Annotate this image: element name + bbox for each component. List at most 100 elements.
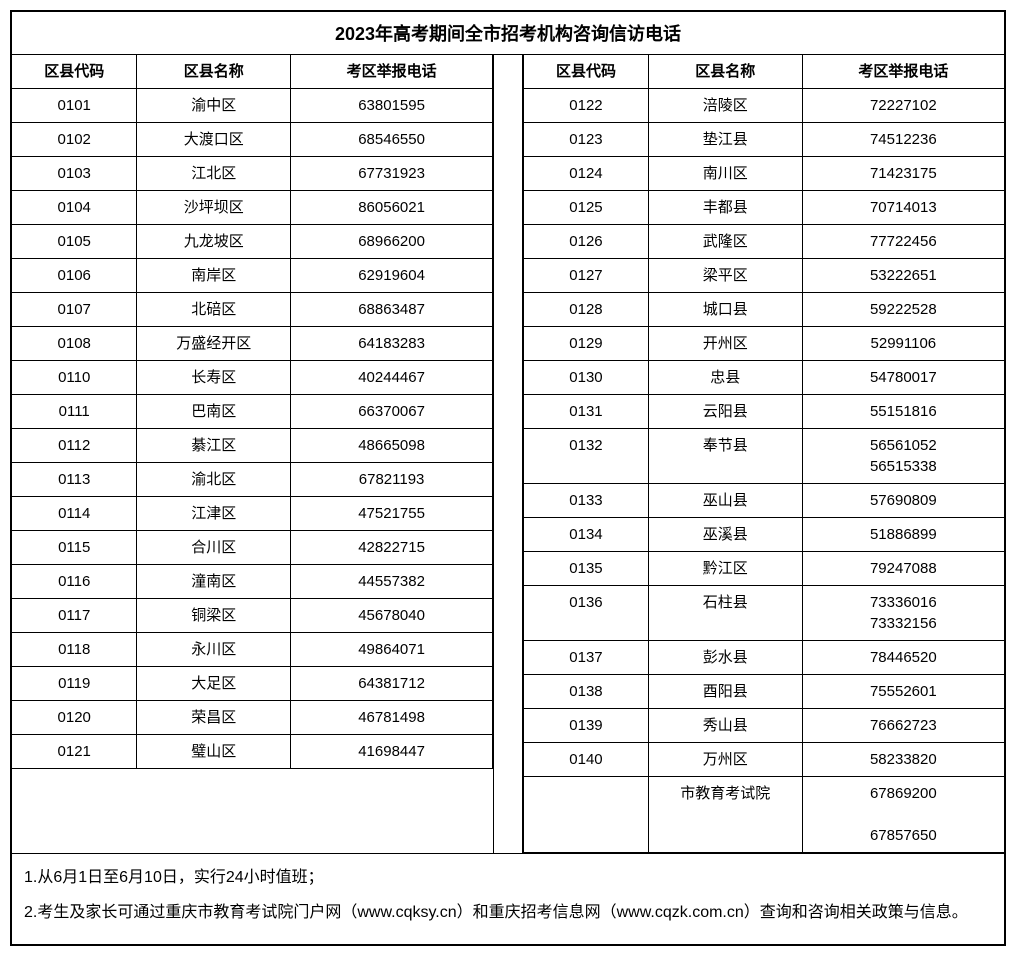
right-table-section: 区县代码 区县名称 考区举报电话 0122涪陵区722271020123垫江县7… — [523, 55, 1004, 853]
left-table-body: 0101渝中区638015950102大渡口区685465500103江北区67… — [12, 89, 493, 769]
cell-code: 0114 — [12, 497, 137, 531]
cell-phone: 58233820 — [802, 743, 1004, 777]
table-row: 0132奉节县56561052 56515338 — [524, 429, 1005, 484]
cell-code: 0135 — [524, 552, 649, 586]
cell-phone: 71423175 — [802, 157, 1004, 191]
cell-phone: 57690809 — [802, 484, 1004, 518]
cell-phone: 64183283 — [291, 327, 493, 361]
cell-name: 荣昌区 — [137, 701, 291, 735]
cell-code: 0127 — [524, 259, 649, 293]
header-phone-right: 考区举报电话 — [802, 55, 1004, 89]
cell-code: 0113 — [12, 463, 137, 497]
cell-code: 0123 — [524, 123, 649, 157]
cell-name: 大渡口区 — [137, 123, 291, 157]
cell-phone: 62919604 — [291, 259, 493, 293]
cell-code: 0125 — [524, 191, 649, 225]
left-table-section: 区县代码 区县名称 考区举报电话 0101渝中区638015950102大渡口区… — [12, 55, 493, 853]
cell-name: 长寿区 — [137, 361, 291, 395]
cell-name: 万盛经开区 — [137, 327, 291, 361]
cell-phone: 59222528 — [802, 293, 1004, 327]
cell-code: 0107 — [12, 293, 137, 327]
cell-code: 0105 — [12, 225, 137, 259]
cell-code: 0128 — [524, 293, 649, 327]
cell-phone: 67731923 — [291, 157, 493, 191]
cell-name: 铜梁区 — [137, 599, 291, 633]
cell-name: 渝中区 — [137, 89, 291, 123]
table-row: 0101渝中区63801595 — [12, 89, 493, 123]
cell-code: 0116 — [12, 565, 137, 599]
cell-phone: 48665098 — [291, 429, 493, 463]
cell-phone: 68863487 — [291, 293, 493, 327]
cell-name: 市教育考试院 — [648, 777, 802, 853]
table-row: 0114江津区47521755 — [12, 497, 493, 531]
cell-code: 0108 — [12, 327, 137, 361]
table-row: 0105九龙坡区68966200 — [12, 225, 493, 259]
cell-name: 城口县 — [648, 293, 802, 327]
cell-phone: 75552601 — [802, 675, 1004, 709]
table-row: 0125丰都县70714013 — [524, 191, 1005, 225]
table-row: 0138酉阳县75552601 — [524, 675, 1005, 709]
cell-code: 0121 — [12, 735, 137, 769]
cell-phone: 40244467 — [291, 361, 493, 395]
document-container: 2023年高考期间全市招考机构咨询信访电话 区县代码 区县名称 考区举报电话 0… — [10, 10, 1006, 946]
table-row: 0115合川区42822715 — [12, 531, 493, 565]
cell-name: 南川区 — [648, 157, 802, 191]
cell-name: 云阳县 — [648, 395, 802, 429]
cell-phone: 47521755 — [291, 497, 493, 531]
cell-name: 璧山区 — [137, 735, 291, 769]
cell-phone: 73336016 73332156 — [802, 586, 1004, 641]
header-name-left: 区县名称 — [137, 55, 291, 89]
cell-phone: 45678040 — [291, 599, 493, 633]
table-row: 0121璧山区41698447 — [12, 735, 493, 769]
cell-code: 0122 — [524, 89, 649, 123]
cell-name: 合川区 — [137, 531, 291, 565]
cell-phone: 67821193 — [291, 463, 493, 497]
cell-code: 0133 — [524, 484, 649, 518]
table-row: 0127梁平区53222651 — [524, 259, 1005, 293]
cell-code: 0119 — [12, 667, 137, 701]
cell-code: 0112 — [12, 429, 137, 463]
cell-code: 0101 — [12, 89, 137, 123]
cell-code: 0115 — [12, 531, 137, 565]
cell-phone: 41698447 — [291, 735, 493, 769]
cell-name: 江津区 — [137, 497, 291, 531]
cell-phone: 77722456 — [802, 225, 1004, 259]
table-row: 0123垫江县74512236 — [524, 123, 1005, 157]
table-header-row: 区县代码 区县名称 考区举报电话 — [524, 55, 1005, 89]
cell-name: 石柱县 — [648, 586, 802, 641]
table-separator — [493, 55, 523, 853]
cell-name: 武隆区 — [648, 225, 802, 259]
cell-code: 0136 — [524, 586, 649, 641]
notes-section: 1.从6月1日至6月10日，实行24小时值班； 2.考生及家长可通过重庆市教育考… — [12, 853, 1004, 944]
cell-name: 永川区 — [137, 633, 291, 667]
cell-name: 秀山县 — [648, 709, 802, 743]
cell-name: 江北区 — [137, 157, 291, 191]
right-table-body: 0122涪陵区722271020123垫江县745122360124南川区714… — [524, 89, 1005, 853]
table-row: 0120荣昌区46781498 — [12, 701, 493, 735]
cell-phone: 53222651 — [802, 259, 1004, 293]
cell-code: 0138 — [524, 675, 649, 709]
table-row: 0130忠县54780017 — [524, 361, 1005, 395]
cell-phone: 54780017 — [802, 361, 1004, 395]
cell-name: 黔江区 — [648, 552, 802, 586]
cell-code: 0120 — [12, 701, 137, 735]
table-row: 0134巫溪县51886899 — [524, 518, 1005, 552]
table-row: 0136石柱县73336016 73332156 — [524, 586, 1005, 641]
cell-phone: 55151816 — [802, 395, 1004, 429]
cell-phone: 79247088 — [802, 552, 1004, 586]
left-table: 区县代码 区县名称 考区举报电话 0101渝中区638015950102大渡口区… — [12, 55, 493, 769]
cell-code: 0134 — [524, 518, 649, 552]
table-row: 0118永川区49864071 — [12, 633, 493, 667]
table-row: 0111巴南区66370067 — [12, 395, 493, 429]
cell-phone: 52991106 — [802, 327, 1004, 361]
cell-code — [524, 777, 649, 853]
header-name-right: 区县名称 — [648, 55, 802, 89]
cell-name: 万州区 — [648, 743, 802, 777]
cell-phone: 66370067 — [291, 395, 493, 429]
table-row: 0110长寿区40244467 — [12, 361, 493, 395]
table-row: 0122涪陵区72227102 — [524, 89, 1005, 123]
cell-phone: 68966200 — [291, 225, 493, 259]
cell-name: 垫江县 — [648, 123, 802, 157]
cell-code: 0137 — [524, 641, 649, 675]
table-row: 0106南岸区62919604 — [12, 259, 493, 293]
